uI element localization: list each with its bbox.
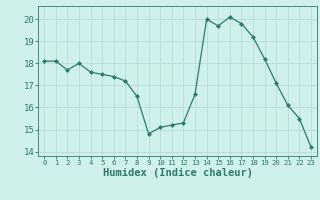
X-axis label: Humidex (Indice chaleur): Humidex (Indice chaleur) — [103, 168, 252, 178]
